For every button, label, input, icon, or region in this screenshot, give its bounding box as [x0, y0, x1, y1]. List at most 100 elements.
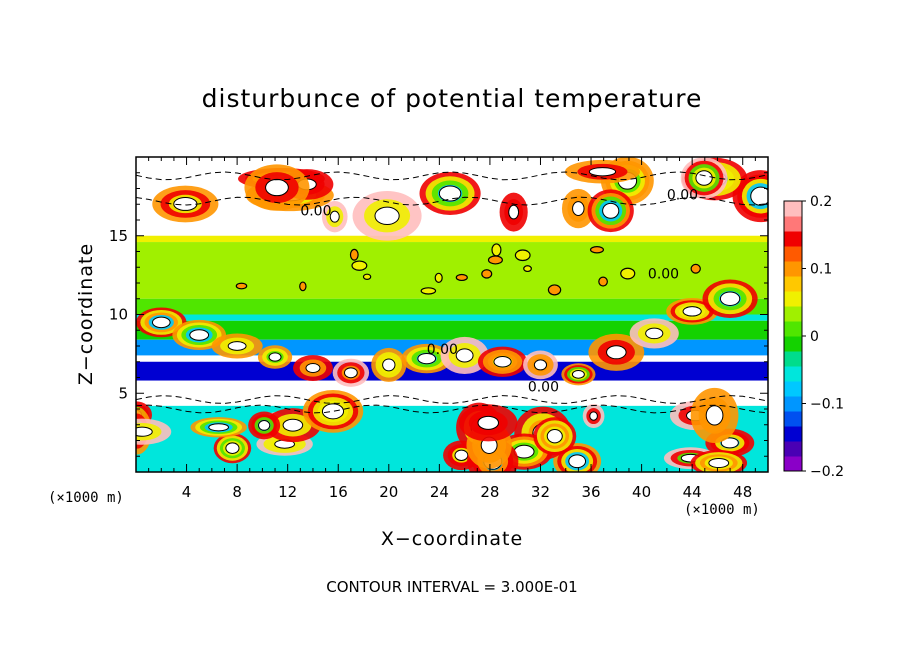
- lower-cell-21: [533, 417, 577, 456]
- colorbar-swatch: [784, 291, 802, 307]
- ridge-cell-9: [477, 346, 528, 377]
- upper-cell-13: [587, 189, 634, 233]
- lower-cell-20: [459, 404, 518, 442]
- island-3: [299, 281, 307, 292]
- island-9: [523, 265, 532, 273]
- upper-cell-2: [152, 185, 219, 223]
- ridge-cell-15: [702, 279, 758, 318]
- y-axis-unit: (×1000 m): [48, 490, 124, 506]
- lower-cell-16: [190, 417, 247, 438]
- colorbar-tick-label: 0.2: [810, 194, 832, 210]
- x-tick-label: 8: [232, 483, 242, 501]
- ridge-cell-13: [629, 318, 679, 349]
- island-10: [351, 260, 368, 271]
- ridge-cell-7: [401, 343, 453, 374]
- colorbar-tick-label: −0.2: [810, 464, 844, 480]
- colorbar-swatch: [784, 396, 802, 412]
- island-1: [349, 248, 359, 261]
- dashed-contour-1: [136, 404, 768, 414]
- colorbar-swatch: [784, 426, 802, 442]
- colorbar-swatch: [784, 321, 802, 337]
- band-4: [136, 314, 768, 321]
- contour-interval-note: CONTOUR INTERVAL = 3.000E-01: [326, 578, 578, 596]
- ridge-cell-14: [666, 297, 719, 325]
- contour-label-0: 0.00: [300, 203, 331, 219]
- colorbar-swatch: [784, 201, 802, 217]
- colorbar-swatch: [784, 366, 802, 382]
- ridge-cell-12: [588, 333, 645, 371]
- x-axis-unit: (×1000 m): [684, 502, 760, 518]
- colorbar-swatch: [784, 456, 802, 472]
- island-15: [487, 255, 503, 265]
- dashed-contour-0: [136, 395, 768, 404]
- island-8: [690, 263, 701, 274]
- upper-cell-14: [499, 192, 528, 232]
- island-12: [434, 272, 443, 283]
- ridge-cell-0: [136, 307, 187, 338]
- lower-cell-19: [302, 389, 364, 433]
- colorbar-swatch: [784, 441, 802, 457]
- island-7: [598, 276, 608, 287]
- island-14: [235, 282, 248, 290]
- island-2: [620, 267, 636, 280]
- upper-cell-7: [564, 159, 640, 184]
- ridge-cell-4: [293, 355, 333, 381]
- ridge-cell-3: [257, 345, 293, 369]
- dashed-contour-2: [136, 196, 768, 206]
- colorbar-swatch: [784, 246, 802, 262]
- y-tick-label: 15: [109, 227, 128, 245]
- x-tick-label: 12: [278, 483, 297, 501]
- dashed-contour-3: [136, 171, 768, 181]
- lower-cell-25: [136, 418, 172, 445]
- colorbar-swatch: [784, 261, 802, 277]
- ridge-cell-8: [440, 336, 489, 375]
- y-tick-label: 10: [109, 306, 128, 324]
- lower-cell-4: [213, 433, 252, 464]
- colorbar-swatch: [784, 306, 802, 322]
- contour-label-1: 0.00: [648, 266, 679, 282]
- x-tick-label: 44: [683, 483, 702, 501]
- upper-cell-3: [321, 200, 348, 233]
- colorbar-swatch: [784, 351, 802, 367]
- lower-cell-22: [248, 411, 281, 440]
- island-13: [420, 287, 437, 295]
- x-tick-label: 16: [329, 483, 348, 501]
- chart-title: disturbunce of potential temperature: [201, 84, 703, 113]
- colorbar-tick-label: 0: [810, 329, 819, 345]
- upper-cell-5: [419, 171, 481, 215]
- ridge-cell-1: [172, 319, 227, 351]
- band-9: [136, 380, 768, 406]
- contour-label-3: 0.00: [528, 380, 559, 396]
- x-tick-label: 36: [581, 483, 600, 501]
- ridge-cell-10: [523, 350, 558, 380]
- band-3: [136, 298, 768, 315]
- contour-label-4: 0.00: [427, 342, 458, 358]
- x-tick-label: 28: [480, 483, 499, 501]
- lower-cell-14: [690, 449, 748, 472]
- ridge-cell-11: [561, 363, 596, 386]
- island-4: [514, 249, 531, 262]
- colorbar-swatch: [784, 231, 802, 247]
- upper-cell-15: [244, 164, 310, 211]
- x-axis-label: X−coordinate: [380, 528, 524, 550]
- colorbar-swatch: [784, 411, 802, 427]
- upper-cell-12: [561, 188, 595, 229]
- colorbar-swatch: [784, 336, 802, 352]
- x-tick-label: 48: [733, 483, 752, 501]
- lower-cell-24: [582, 404, 605, 429]
- y-tick-label: 5: [118, 384, 128, 402]
- x-tick-label: 32: [531, 483, 550, 501]
- colorbar-tick-label: −0.1: [810, 397, 844, 413]
- plot-area: 0.00 0.00 0.00 0.00 0.00: [136, 157, 768, 472]
- colorbar-swatch: [784, 216, 802, 232]
- colorbar-swatch: [784, 276, 802, 292]
- island-11: [362, 273, 372, 281]
- ridge-cell-2: [211, 333, 263, 359]
- island-17: [491, 243, 502, 257]
- x-tick-label: 4: [182, 483, 192, 501]
- island-5: [481, 269, 493, 279]
- upper-cell-11: [352, 190, 422, 241]
- band-1: [136, 235, 768, 243]
- ridge-cell-5: [332, 358, 370, 387]
